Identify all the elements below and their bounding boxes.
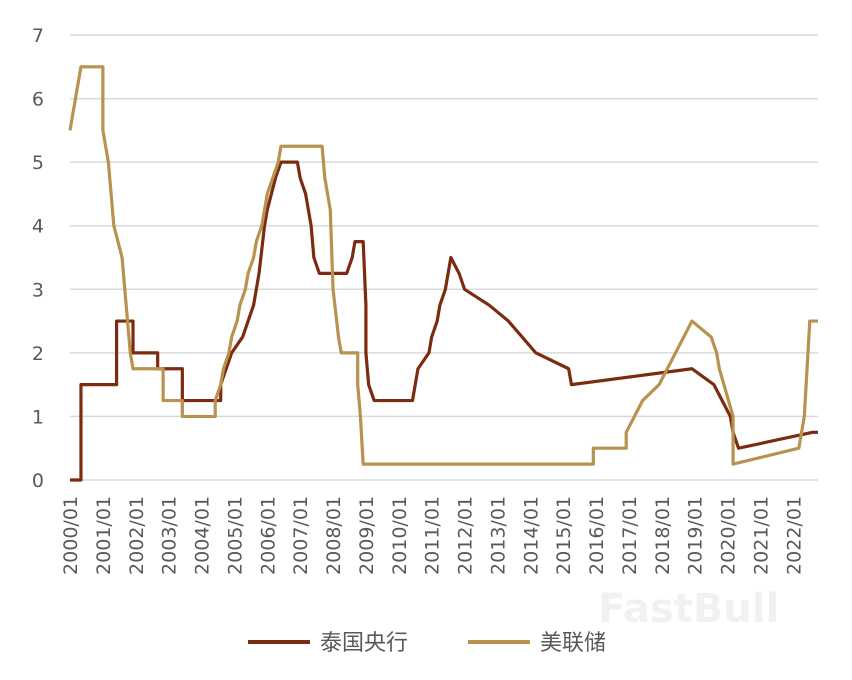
x-tick-label: 2020/01	[718, 496, 740, 575]
y-tick-label: 7	[32, 25, 44, 47]
x-tick-label: 2006/01	[257, 496, 279, 575]
x-tick-label: 2000/01	[60, 496, 82, 575]
x-tick-label: 2013/01	[487, 496, 509, 575]
y-tick-label: 0	[32, 470, 44, 492]
x-axis-ticks: 2000/01 2001/01 2002/01 2003/01 2004/01 2005/…	[60, 496, 805, 575]
x-tick-label: 2019/01	[685, 496, 707, 575]
x-tick-label: 2003/01	[159, 496, 181, 575]
y-tick-label: 5	[32, 152, 44, 174]
x-tick-label: 2010/01	[389, 496, 411, 575]
x-tick-label: 2015/01	[553, 496, 575, 575]
y-tick-label: 1	[32, 406, 44, 428]
legend-label-1: 美联储	[540, 631, 606, 656]
legend-label-0: 泰国央行	[320, 631, 408, 656]
x-tick-label: 2001/01	[93, 496, 115, 575]
y-tick-label: 3	[32, 279, 44, 301]
x-tick-label: 2018/01	[652, 496, 674, 575]
watermark-text: FastBull	[598, 586, 779, 632]
x-tick-label: 2009/01	[356, 496, 378, 575]
x-tick-label: 2002/01	[126, 496, 148, 575]
series-line-0	[70, 160, 818, 482]
y-tick-label: 4	[32, 216, 44, 238]
x-tick-label: 2016/01	[586, 496, 608, 575]
y-tick-label: 6	[32, 89, 44, 111]
x-tick-label: 2005/01	[224, 496, 246, 575]
y-axis-ticks: 0 1 2 3 4 5 6 7	[32, 25, 44, 492]
series-lines	[68, 65, 818, 482]
legend: 泰国央行 美联储	[248, 631, 606, 656]
x-tick-label: 2012/01	[455, 496, 477, 575]
x-tick-label: 2021/01	[750, 496, 772, 575]
y-tick-label: 2	[32, 343, 44, 365]
x-tick-label: 2011/01	[422, 496, 444, 575]
x-tick-label: 2007/01	[290, 496, 312, 575]
series-line-1	[68, 65, 818, 466]
x-tick-label: 2017/01	[619, 496, 641, 575]
x-tick-label: 2004/01	[192, 496, 214, 575]
x-tick-label: 2022/01	[783, 496, 805, 575]
x-tick-label: 2008/01	[323, 496, 345, 575]
x-tick-label: 2014/01	[520, 496, 542, 575]
